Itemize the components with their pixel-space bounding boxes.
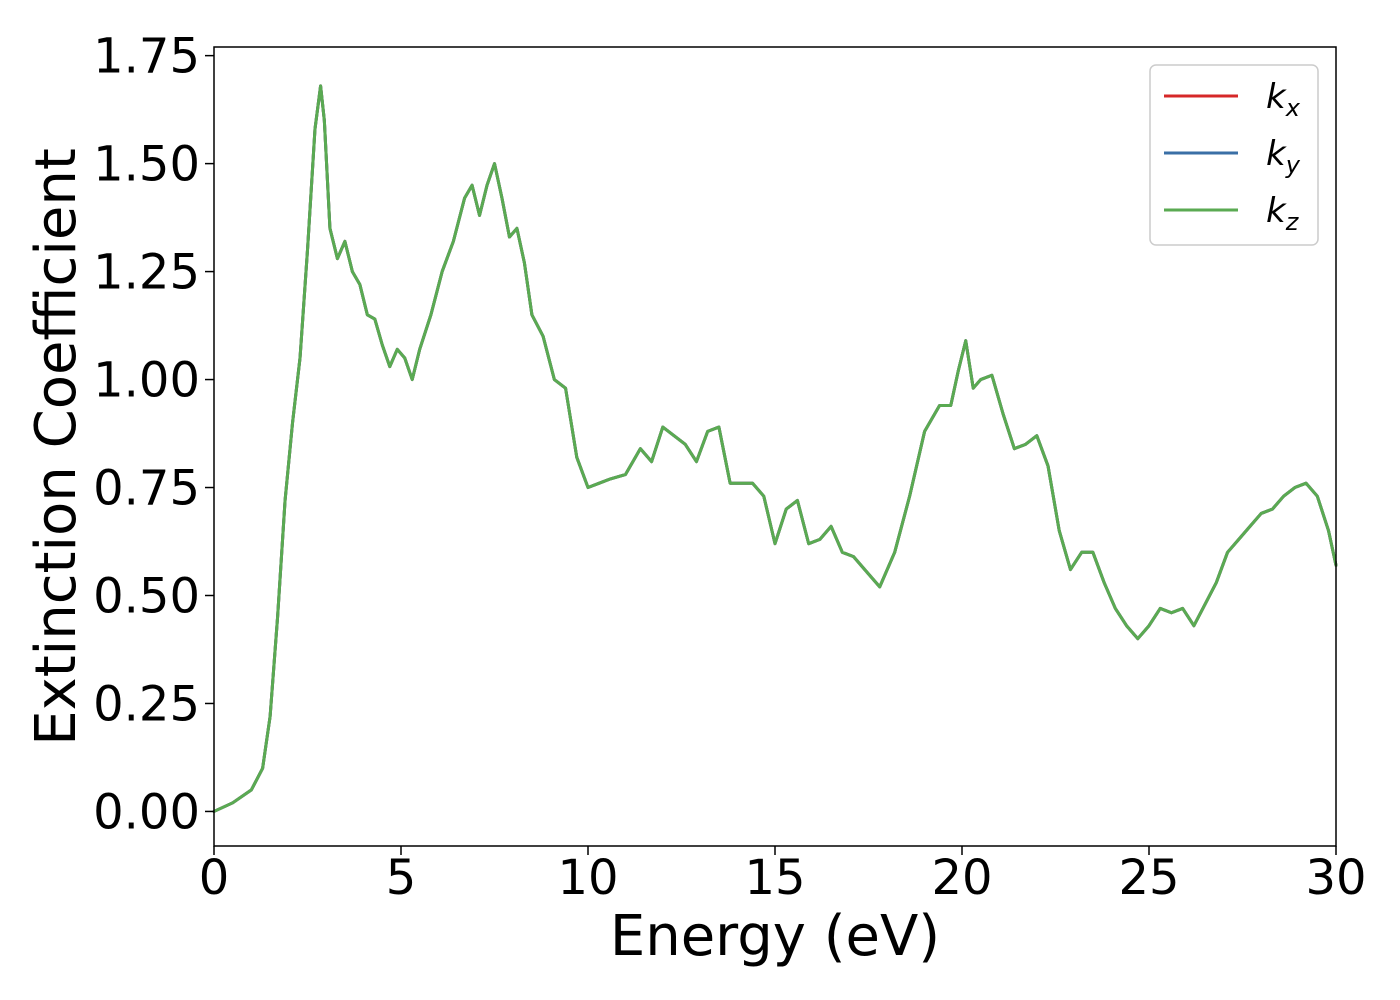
x-tick-label: 30 bbox=[1305, 850, 1366, 906]
y-tick-label: 0.00 bbox=[93, 784, 200, 840]
y-tick-label: 1.75 bbox=[93, 29, 200, 85]
x-tick-label: 20 bbox=[931, 850, 992, 906]
y-tick-label: 1.25 bbox=[93, 245, 200, 301]
series-layer bbox=[212, 84, 1338, 813]
y-tick-label: 0.25 bbox=[93, 676, 200, 732]
axes-layer: 0 5 10 15 20 25 30 0.00 0.25 0.50 0.75 1.00 1.25 1.50… bbox=[93, 29, 1366, 906]
y-tick-label: 1.50 bbox=[93, 137, 200, 193]
x-tick-label: 25 bbox=[1118, 850, 1179, 906]
y-axis-label: Extinction Coefficient bbox=[24, 148, 89, 746]
series-line-kz bbox=[212, 84, 1338, 813]
legend: kx ky kz bbox=[1149, 64, 1319, 246]
x-tick-label: 15 bbox=[744, 850, 805, 906]
legend-label-ky: ky bbox=[1266, 134, 1301, 179]
legend-box bbox=[1149, 64, 1319, 246]
x-axis-label: Energy (eV) bbox=[610, 904, 940, 969]
legend-label-kz: kz bbox=[1266, 191, 1300, 236]
x-tick-label: 10 bbox=[557, 850, 618, 906]
legend-label-kx: kx bbox=[1266, 77, 1301, 122]
y-tick-label: 1.00 bbox=[93, 353, 200, 409]
y-tick-label: 0.75 bbox=[93, 461, 200, 517]
y-tick-label: 0.50 bbox=[93, 569, 200, 625]
x-tick-label: 5 bbox=[386, 850, 417, 906]
x-tick-label: 0 bbox=[199, 850, 230, 906]
